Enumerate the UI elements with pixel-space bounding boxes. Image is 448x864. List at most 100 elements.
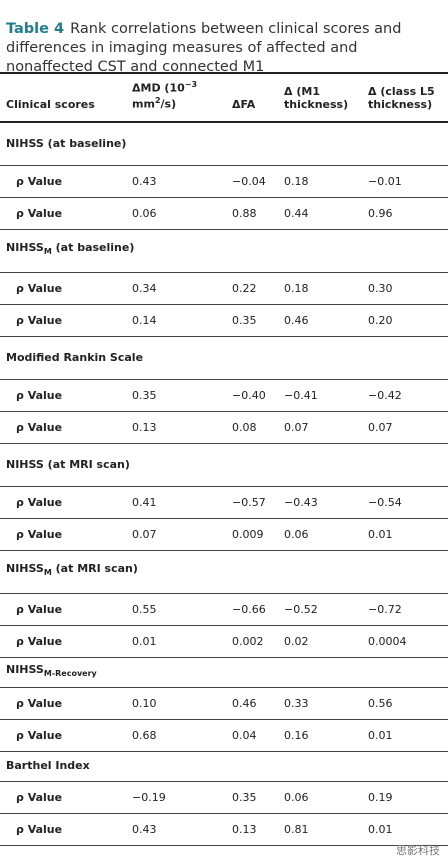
cell: 0.68	[132, 728, 157, 742]
row-label: ρ Value	[16, 420, 63, 434]
cell: −0.72	[368, 602, 402, 616]
cell: 0.35	[132, 388, 157, 402]
column-header: Δ (class L5 thickness)	[364, 73, 448, 122]
row-label: ρ Value	[16, 634, 63, 648]
data-row: ρ Value 0.01 0.002 0.02 0.0004	[0, 625, 448, 657]
column-header: Clinical scores	[0, 73, 128, 122]
group-row: Modified Rankin Scale	[0, 336, 448, 379]
group-label: NIHSS (at baseline)	[0, 122, 448, 165]
group-row: NIHSS (at MRI scan)	[0, 443, 448, 486]
data-row: ρ Value 0.43 0.13 0.81 0.01	[0, 813, 448, 845]
cell: −0.41	[284, 388, 318, 402]
text: (at MRI scan)	[51, 562, 138, 576]
data-row: ρ Value 0.41 −0.57 −0.43 −0.54	[0, 486, 448, 518]
group-label: NIHSSM (at MRI scan)	[0, 550, 448, 593]
subscript: M-Recovery	[43, 669, 97, 679]
text: /s)	[160, 98, 177, 111]
cell: 0.07	[368, 420, 393, 434]
table-title: Table 4 Rank correlations between clinica…	[0, 0, 448, 75]
text: NIHSS (at MRI scan)	[6, 457, 130, 471]
data-row: ρ Value 0.35 −0.40 −0.41 −0.42	[0, 379, 448, 411]
data-row: ρ Value 0.06 0.88 0.44 0.96	[0, 197, 448, 229]
cell: −0.40	[232, 388, 266, 402]
text: NIHSS (at baseline)	[6, 136, 127, 150]
group-label: NIHSSM-Recovery	[0, 657, 448, 687]
cell: 0.44	[284, 206, 309, 220]
cell: 0.18	[284, 281, 309, 295]
group-row: NIHSS (at baseline)	[0, 122, 448, 165]
subscript: M	[43, 247, 52, 257]
data-row: ρ Value 0.43 −0.04 0.18 −0.01	[0, 165, 448, 197]
cell: 0.20	[368, 313, 393, 327]
table: Clinical scores ΔMD (10−3 mm2/s) ΔFA Δ (M1 …	[0, 72, 448, 846]
watermark: 思影科技	[396, 844, 440, 857]
row-label: ρ Value	[16, 313, 63, 327]
cell: −0.04	[232, 174, 266, 188]
cell: −0.01	[368, 174, 402, 188]
cell: 0.10	[132, 696, 157, 710]
group-label: Modified Rankin Scale	[0, 336, 448, 379]
cell: 0.22	[232, 281, 257, 295]
row-label: ρ Value	[16, 495, 63, 509]
subscript: M	[43, 568, 52, 578]
table-label: Table 4	[6, 21, 65, 37]
row-label: ρ Value	[16, 388, 63, 402]
cell: 0.04	[232, 728, 257, 742]
cell: 0.19	[368, 790, 393, 804]
text: mm	[132, 98, 155, 111]
cell: −0.54	[368, 495, 402, 509]
cell: 0.01	[368, 527, 393, 541]
cell: 0.46	[284, 313, 309, 327]
row-label: ρ Value	[16, 728, 63, 742]
text: Barthel Index	[6, 759, 90, 772]
cell: 0.07	[132, 527, 157, 541]
text: NIHSS	[6, 562, 44, 576]
group-label: NIHSSM (at baseline)	[0, 229, 448, 272]
cell: 0.35	[232, 313, 257, 327]
cell: 0.01	[132, 634, 157, 648]
cell: 0.07	[284, 420, 309, 434]
cell: 0.01	[368, 822, 393, 836]
cell: 0.01	[368, 728, 393, 742]
cell: 0.34	[132, 281, 157, 295]
row-label: ρ Value	[16, 527, 63, 541]
cell: 0.43	[132, 174, 157, 188]
cell: −0.43	[284, 495, 318, 509]
column-header: Δ (M1 thickness)	[280, 73, 364, 122]
cell: 0.55	[132, 602, 157, 616]
data-row: ρ Value 0.14 0.35 0.46 0.20	[0, 304, 448, 336]
cell: 0.43	[132, 822, 157, 836]
cell: 0.81	[284, 822, 309, 836]
text: Modified Rankin Scale	[6, 350, 144, 364]
row-label: ρ Value	[16, 281, 63, 295]
cell: 0.56	[368, 696, 393, 710]
data-row: ρ Value 0.13 0.08 0.07 0.07	[0, 411, 448, 443]
cell: 0.88	[232, 206, 257, 220]
group-label: NIHSS (at MRI scan)	[0, 443, 448, 486]
data-row: ρ Value 0.10 0.46 0.33 0.56	[0, 687, 448, 719]
superscript: −3	[184, 79, 198, 89]
data-row: ρ Value 0.07 0.009 0.06 0.01	[0, 518, 448, 550]
cell: 0.14	[132, 313, 157, 327]
row-label: ρ Value	[16, 822, 63, 836]
cell: 0.06	[284, 527, 309, 541]
cell: −0.57	[232, 495, 266, 509]
title-text: Rank correlations between clinical score…	[6, 21, 402, 75]
data-row: ρ Value 0.68 0.04 0.16 0.01	[0, 719, 448, 751]
row-label: ρ Value	[16, 206, 63, 220]
cell: 0.02	[284, 634, 309, 648]
row-label: ρ Value	[16, 602, 63, 616]
cell: 0.13	[132, 420, 157, 434]
header-row: Clinical scores ΔMD (10−3 mm2/s) ΔFA Δ (M1 …	[0, 73, 448, 122]
cell: 0.46	[232, 696, 257, 710]
group-row: Barthel Index	[0, 751, 448, 781]
cell: 0.30	[368, 281, 393, 295]
row-label: ρ Value	[16, 696, 63, 710]
cell: 0.96	[368, 206, 393, 220]
text: Δ (class L5 thickness)	[368, 85, 435, 111]
cell: 0.0004	[368, 634, 407, 648]
group-label: Barthel Index	[0, 751, 448, 781]
cell: 0.06	[132, 206, 157, 220]
cell: −0.52	[284, 602, 318, 616]
